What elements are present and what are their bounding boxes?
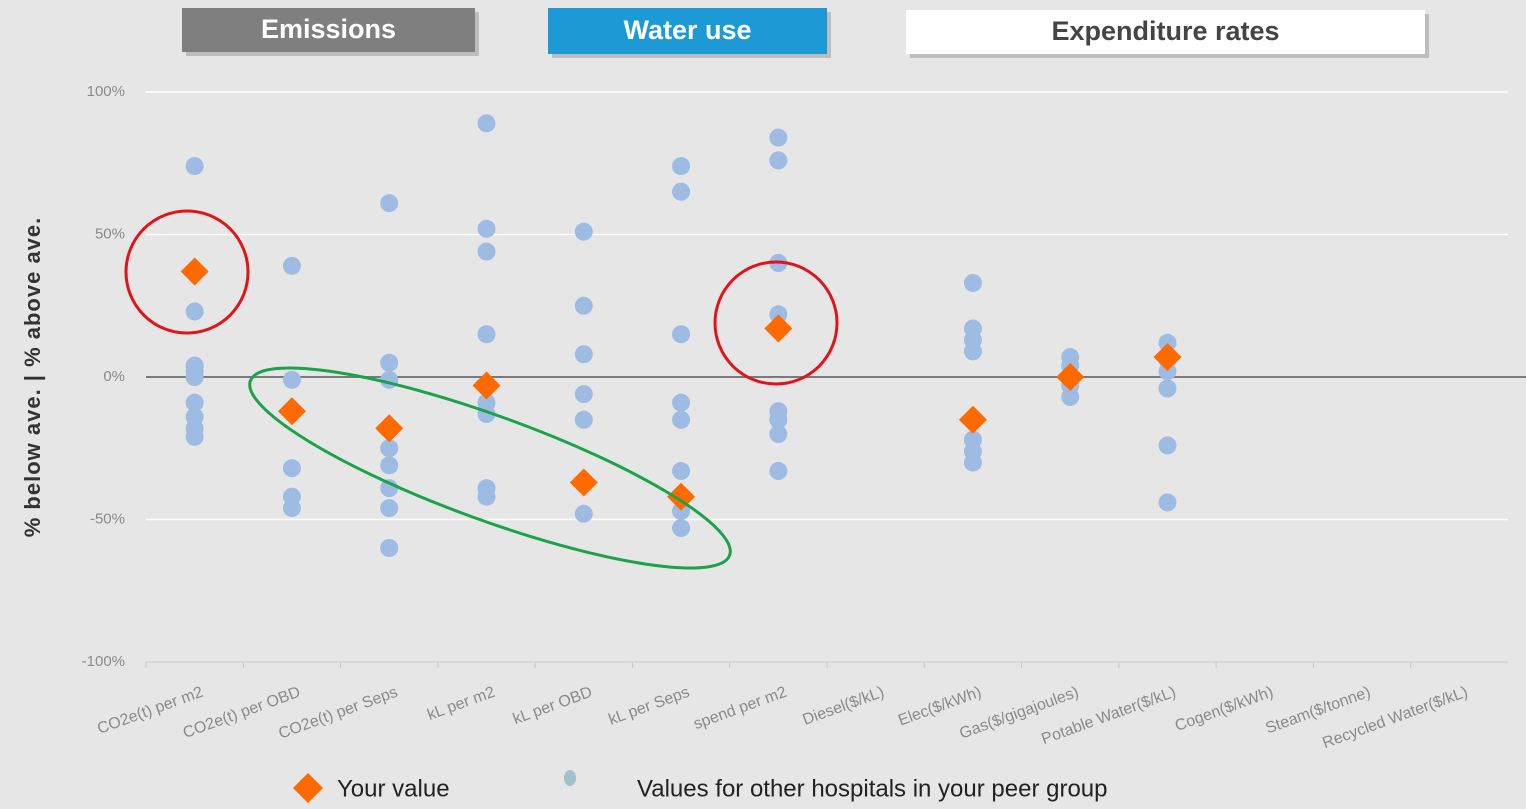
peer-value-marker (769, 305, 788, 324)
peer-value-marker (477, 487, 496, 506)
peer-value-marker (185, 393, 204, 412)
peer-value-marker (672, 462, 691, 481)
group-label: Water use (623, 15, 751, 45)
peer-value-marker (769, 425, 788, 443)
peer-value-marker (380, 456, 399, 475)
legend-label: Your value (337, 775, 450, 802)
peer-value-marker (672, 393, 691, 412)
your-value-marker (472, 371, 501, 400)
peer-value-marker (1158, 333, 1177, 352)
peer-value-marker (1158, 362, 1177, 381)
peer-value-marker (672, 157, 691, 176)
peer-value-marker (963, 453, 982, 472)
y-tick-label: 50% (95, 225, 125, 242)
peer-value-marker (380, 439, 399, 458)
y-tick-label: 0% (103, 368, 125, 385)
peer-value-marker (574, 296, 593, 315)
peer-value-marker (672, 325, 691, 344)
peer-value-marker (1061, 387, 1080, 406)
highlight-circle (124, 209, 250, 335)
legend-marker (293, 773, 323, 803)
peer-value-marker (672, 410, 691, 429)
peer-value-marker (574, 345, 593, 364)
peer-value-marker (380, 499, 399, 518)
your-value-marker (375, 414, 404, 443)
group-box (906, 10, 1425, 54)
y-tick-label: -50% (90, 510, 125, 527)
y-tick-label: 100% (87, 83, 125, 100)
peer-value-marker (769, 128, 788, 147)
peer-value-marker (282, 499, 301, 518)
highlight-ellipse (248, 366, 732, 570)
your-value-marker (764, 314, 793, 343)
y-axis-label: % below ave. | % above ave. (20, 217, 45, 538)
peer-value-marker (282, 370, 301, 389)
peer-value-marker (672, 501, 691, 520)
peer-value-marker (380, 194, 399, 213)
peer-value-marker (380, 479, 399, 498)
peer-value-marker (282, 256, 301, 275)
your-value-marker (180, 257, 209, 286)
group-label: Expenditure rates (1051, 16, 1279, 46)
group-box (182, 8, 475, 52)
your-value-marker (1153, 343, 1182, 372)
group-box (548, 8, 827, 54)
peer-value-marker (963, 273, 982, 292)
peer-value-marker (769, 410, 788, 429)
legend-marker (564, 770, 576, 786)
peer-value-marker (185, 302, 204, 321)
peer-value-marker (380, 353, 399, 372)
your-value-marker (569, 468, 598, 497)
your-value-marker (958, 405, 987, 434)
peer-value-marker (477, 242, 496, 261)
peer-value-marker (574, 504, 593, 523)
peer-value-marker (769, 151, 788, 170)
peer-value-marker (963, 342, 982, 361)
highlight-circle (713, 260, 839, 386)
peer-value-marker (185, 427, 204, 446)
peer-value-marker (672, 182, 691, 201)
peer-value-marker (1158, 379, 1177, 398)
peer-value-marker (185, 368, 204, 386)
annotations (124, 209, 839, 570)
peer-value-marker (672, 519, 691, 538)
peer-value-marker (574, 222, 593, 241)
peer-value-marker (1158, 493, 1177, 512)
legend-label: Values for other hospitals in your peer … (637, 775, 1108, 802)
peer-value-marker (574, 385, 593, 404)
peer-value-marker (380, 539, 399, 557)
peer-value-marker (282, 459, 301, 478)
your-value-marker (277, 397, 306, 426)
y-tick-label: -100% (82, 653, 125, 670)
your-value-marker (1056, 363, 1085, 391)
group-label: Emissions (261, 14, 396, 44)
peer-value-marker (477, 114, 496, 133)
peer-value-marker (769, 462, 788, 481)
peer-value-marker (477, 219, 496, 238)
peer-value-marker (477, 325, 496, 344)
peer-value-marker (185, 157, 204, 176)
peer-value-marker (1158, 436, 1177, 455)
peer-value-marker (574, 410, 593, 429)
